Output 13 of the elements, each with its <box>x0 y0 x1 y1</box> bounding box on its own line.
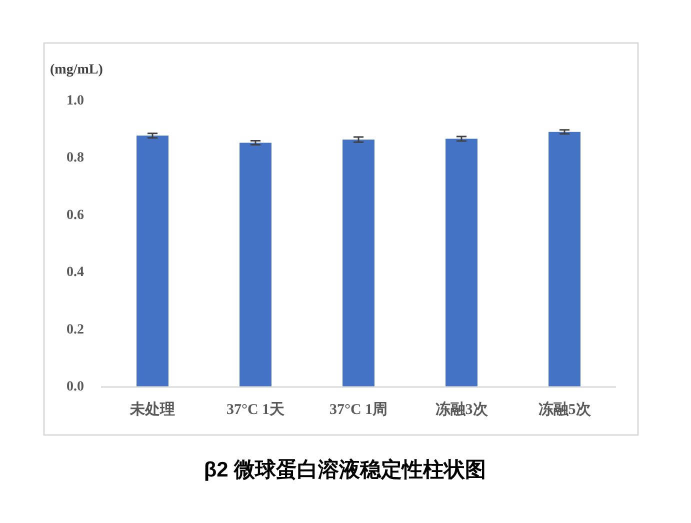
x-tick-label: 37°C 1天 <box>226 402 286 418</box>
x-tick-label: 冻融5次 <box>538 401 592 418</box>
x-tick-label: 37°C 1周 <box>329 401 388 418</box>
y-tick-label: 0.2 <box>66 322 84 338</box>
x-tick-label: 未处理 <box>129 401 175 418</box>
y-tick-label: 0.4 <box>66 265 84 280</box>
x-tick-label: 冻融3次 <box>435 401 489 418</box>
y-tick-label: 1.0 <box>66 94 84 108</box>
text: β2 微球蛋白溶液稳定性柱状图 <box>204 458 486 482</box>
y-tick-label: 0.8 <box>66 150 84 166</box>
y-tick-label: 0.0 <box>66 380 84 394</box>
y-tick-label: 0.6 <box>66 208 84 223</box>
y-axis-title: (mg/mL) <box>50 62 104 78</box>
